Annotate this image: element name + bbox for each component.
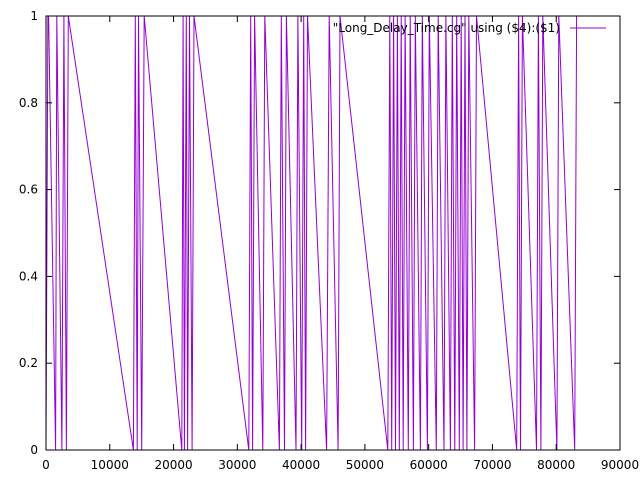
plot-border bbox=[45, 15, 621, 451]
x-tick-label: 70000 bbox=[473, 458, 511, 472]
x-tick-label: 10000 bbox=[91, 458, 129, 472]
x-tick-label: 90000 bbox=[601, 458, 639, 472]
legend: "Long_Delay_Time.cg" using ($4):($1) bbox=[333, 21, 606, 35]
y-tick-label: 1 bbox=[30, 9, 38, 23]
legend-label: "Long_Delay_Time.cg" using ($4):($1) bbox=[333, 21, 560, 35]
axis-ticks: 0 10000 20000 30000 40000 50000 60000 70000 8000… bbox=[19, 9, 639, 472]
x-tick-label: 0 bbox=[42, 458, 50, 472]
y-tick-label: 0.8 bbox=[19, 96, 38, 110]
x-tick-label: 40000 bbox=[282, 458, 320, 472]
x-tick-label: 20000 bbox=[154, 458, 192, 472]
x-tick-label: 50000 bbox=[346, 458, 384, 472]
x-tick-label: 60000 bbox=[410, 458, 448, 472]
y-tick-label: 0.2 bbox=[19, 356, 38, 370]
series-line bbox=[45, 15, 578, 451]
x-tick-label: 30000 bbox=[218, 458, 256, 472]
y-tick-label: 0.4 bbox=[19, 269, 38, 283]
x-tick-label: 80000 bbox=[537, 458, 575, 472]
plot-data-layer bbox=[45, 15, 578, 451]
y-tick-label: 0 bbox=[30, 443, 38, 457]
y-tick-label: 0.6 bbox=[19, 183, 38, 197]
